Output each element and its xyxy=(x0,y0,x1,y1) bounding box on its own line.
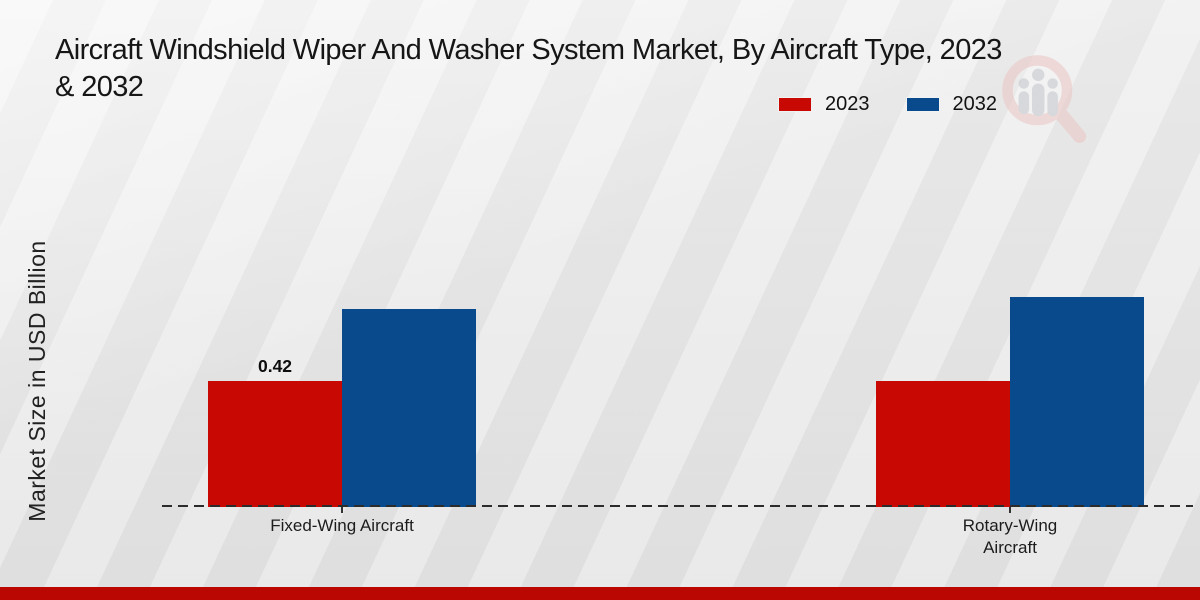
chart-legend: 2023 2032 xyxy=(778,93,997,116)
legend-swatch-2032 xyxy=(905,97,940,112)
bar-2023-fixed-wing-aircraft xyxy=(208,381,342,507)
brand-watermark xyxy=(996,48,1092,144)
x-tick-rotary-wing-aircraft xyxy=(1009,507,1011,513)
x-axis-baseline xyxy=(162,505,1193,507)
legend-item-2023: 2023 xyxy=(778,93,870,116)
legend-label-2032: 2032 xyxy=(952,93,998,115)
legend-label-2023: 2023 xyxy=(825,93,870,115)
bar-value-label: 0.42 xyxy=(257,356,293,376)
x-tick-fixed-wing-aircraft xyxy=(341,507,343,513)
bottom-banner xyxy=(0,587,1200,600)
bar-2023-rotary-wing-aircraft xyxy=(876,381,1010,507)
chart-title-line1: Aircraft Windshield Wiper And Washer Sys… xyxy=(55,34,1002,66)
bar-2032-rotary-wing-aircraft xyxy=(1010,297,1144,507)
category-label-fixed-wing-aircraft: Fixed-Wing Aircraft xyxy=(270,516,414,535)
category-label-rotary-wing-aircraft: Rotary-Wing Aircraft xyxy=(962,516,1058,558)
legend-item-2032: 2032 xyxy=(905,93,998,116)
bar-2032-fixed-wing-aircraft xyxy=(342,309,476,507)
magnifier-people-icon xyxy=(1002,55,1087,144)
y-axis-label: Market Size in USD Billion xyxy=(24,240,50,522)
chart-title-line2: & 2032 xyxy=(55,71,144,104)
legend-swatch-2023 xyxy=(778,97,812,112)
chart-title: Aircraft Windshield Wiper And Washer Sys… xyxy=(55,32,1195,106)
